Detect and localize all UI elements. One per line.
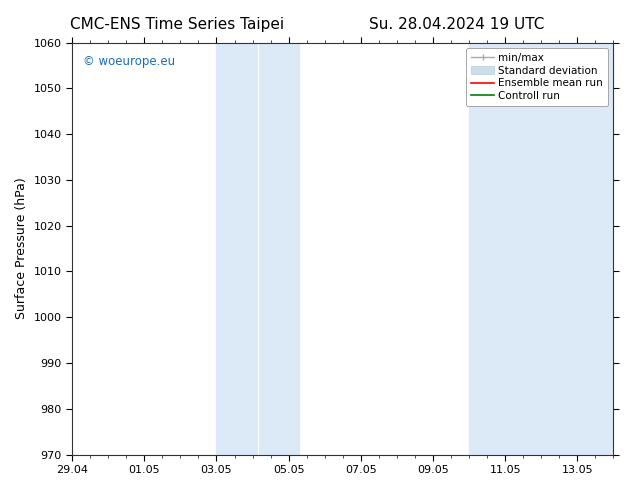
Bar — [216, 43, 299, 455]
Text: © woeurope.eu: © woeurope.eu — [83, 55, 175, 68]
Y-axis label: Surface Pressure (hPa): Surface Pressure (hPa) — [15, 178, 28, 319]
Bar — [469, 43, 614, 455]
Legend: min/max, Standard deviation, Ensemble mean run, Controll run: min/max, Standard deviation, Ensemble me… — [466, 48, 608, 106]
Text: Su. 28.04.2024 19 UTC: Su. 28.04.2024 19 UTC — [369, 17, 544, 32]
Text: CMC-ENS Time Series Taipei: CMC-ENS Time Series Taipei — [70, 17, 285, 32]
